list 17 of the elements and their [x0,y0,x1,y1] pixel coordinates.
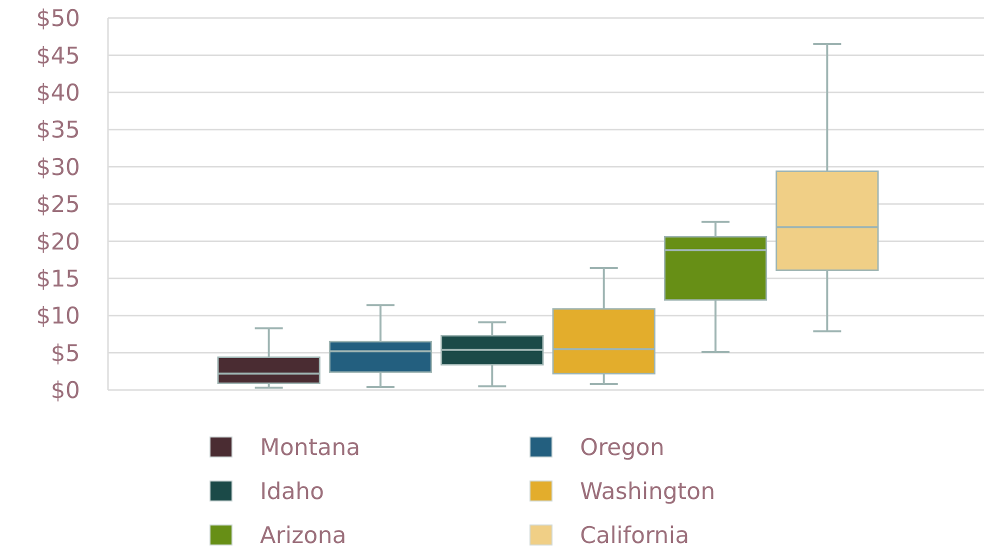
legend-label: Idaho [260,479,324,506]
y-tick-label: $50 [36,6,80,32]
legend-label: Washington [580,479,716,506]
y-tick-label: $5 [50,340,80,367]
y-tick-label: $0 [50,378,80,404]
legend-label: Montana [260,435,360,462]
legend-label: Oregon [580,435,664,462]
y-tick-label: $15 [36,266,80,292]
legend-label: California [580,523,690,548]
y-tick-label: $45 [36,43,80,70]
legend-label: Arizona [260,523,346,548]
y-tick-label: $40 [36,80,80,106]
y-tick-label: $10 [36,304,80,330]
y-tick-label: $35 [36,118,80,144]
y-tick-label: $30 [36,154,80,181]
y-tick-label: $25 [36,192,80,218]
y-tick-label: $20 [36,229,80,256]
